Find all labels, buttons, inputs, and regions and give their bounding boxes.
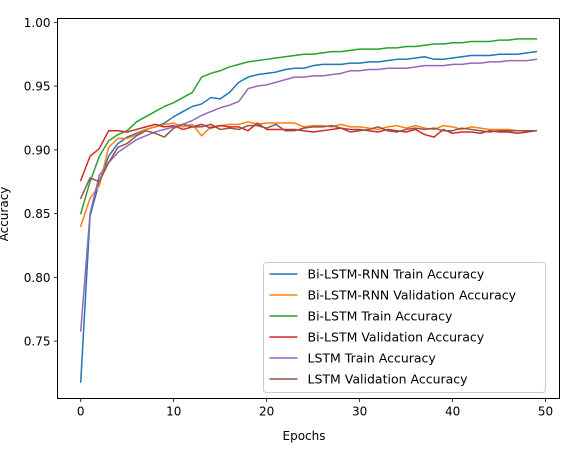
- x-tick-label: 30: [352, 405, 367, 419]
- x-tick-label: 50: [538, 405, 553, 419]
- y-tick-label: 0.85: [24, 207, 51, 221]
- plot-frame: [57, 18, 560, 399]
- legend-label: LSTM Validation Accuracy: [308, 372, 469, 387]
- x-tick-label: 10: [166, 405, 181, 419]
- legend-label: Bi-LSTM Validation Accuracy: [308, 330, 485, 345]
- x-axis-label: Epochs: [283, 429, 326, 443]
- x-axis: 0 10 20 30 40 50: [77, 398, 553, 419]
- legend-label: Bi-LSTM-RNN Train Accuracy: [308, 267, 485, 282]
- x-tick-label: 0: [77, 405, 85, 419]
- x-tick-label: 40: [445, 405, 460, 419]
- x-tick-label: 20: [259, 405, 274, 419]
- y-tick-label: 0.90: [24, 143, 51, 157]
- y-axis: 0.75 0.80 0.85 0.90 0.95 1.00: [24, 16, 58, 349]
- series-layer: [79, 38, 538, 383]
- series-line-bi-lstm-validation-accuracy: [79, 122, 538, 182]
- y-tick-label: 0.75: [24, 335, 51, 349]
- legend-box: [263, 262, 546, 393]
- legend-label: Bi-LSTM Train Accuracy: [308, 309, 453, 324]
- legend-label: LSTM Train Accuracy: [308, 351, 437, 366]
- series-line-lstm-validation-accuracy: [79, 123, 538, 200]
- y-axis-label: Accuracy: [0, 187, 11, 242]
- series-line-lstm-train-accuracy: [79, 58, 538, 332]
- legend-label: Bi-LSTM-RNN Validation Accuracy: [308, 288, 517, 303]
- legend: Bi-LSTM-RNN Train Accuracy Bi-LSTM-RNN Va…: [263, 262, 546, 393]
- y-tick-label: 0.95: [24, 80, 51, 94]
- y-tick-label: 0.80: [24, 271, 51, 285]
- y-tick-label: 1.00: [24, 16, 51, 30]
- series-line-bi-lstm-train-accuracy: [79, 38, 538, 215]
